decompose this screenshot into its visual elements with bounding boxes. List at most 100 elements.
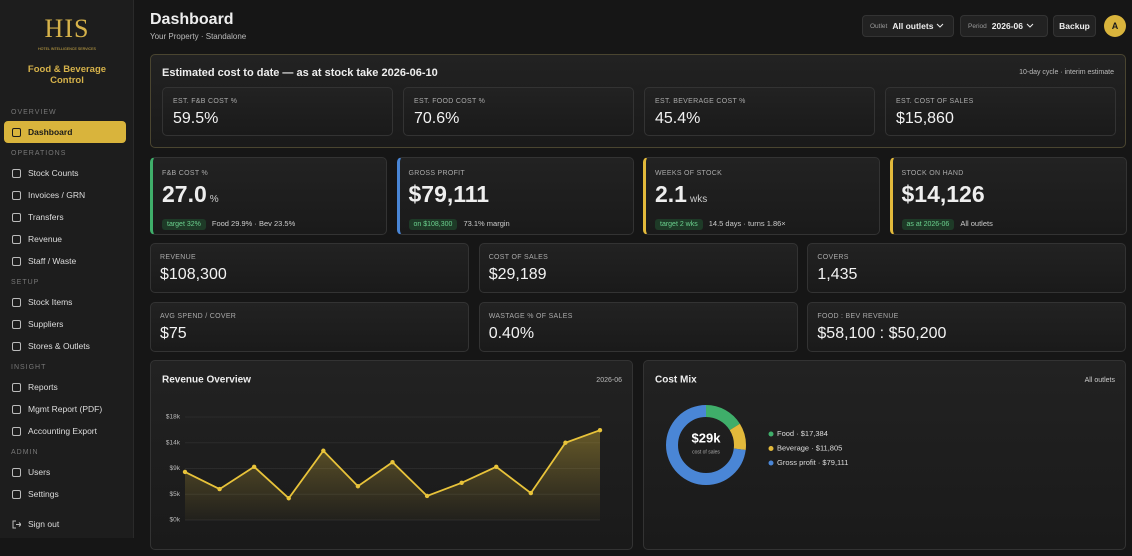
nav-section: INSIGHT [11, 364, 47, 371]
icon-shape [12, 426, 21, 436]
legend-label: Beverage · $11,805 [777, 443, 842, 452]
icon [12, 404, 21, 414]
icon [12, 520, 21, 528]
outlet-select[interactable]: Outlet All outlets [862, 15, 954, 37]
nav-section: OVERVIEW [11, 109, 57, 116]
nav-item[interactable]: Stock Counts [4, 162, 126, 184]
icon-shape [12, 319, 21, 329]
point [390, 460, 395, 465]
donut-segment [666, 405, 746, 485]
nav-item[interactable]: Stores & Outlets [4, 335, 126, 357]
logo-tagline: HOTEL INTELLIGENCE SERVICES [38, 47, 96, 51]
chart-title: Cost Mix [655, 375, 697, 386]
icon [12, 168, 21, 178]
sidebar: HIS HOTEL INTELLIGENCE SERVICES Food & B… [0, 0, 134, 538]
nav-item[interactable]: Transfers [4, 206, 126, 228]
metric-value: $108,300 [160, 266, 227, 283]
estimate-panel: Estimated cost to date — as at stock tak… [150, 54, 1126, 148]
point [528, 490, 534, 496]
metric-value: 0.40% [488, 325, 535, 342]
card-label: EST. FOOD COST % [414, 98, 486, 105]
nav-item[interactable]: Staff / Waste [4, 250, 126, 272]
y-tick-label: $5k [170, 491, 181, 498]
backup-button[interactable]: Backup [1053, 15, 1096, 37]
kpi-label: WEEKS OF STOCK [655, 170, 723, 177]
kpi-badge: as at 2026-06 [901, 219, 955, 230]
icon-shape [12, 467, 21, 477]
nav-item[interactable]: Revenue [4, 228, 126, 250]
kpi-label: STOCK ON HAND [901, 170, 964, 177]
donut-segment [666, 405, 746, 485]
nav-label: Stores & Outlets [28, 341, 90, 351]
nav: OVERVIEW Dashboard OPERATIONS Stock Counts I… [0, 102, 134, 505]
kpi-card: GROSS PROFIT $79,111 on $108,300 73.1% marg… [396, 157, 634, 235]
nav-label: Users [28, 467, 51, 477]
period-select[interactable]: Period 2026-06 [960, 15, 1048, 37]
nav-item[interactable]: Mgmt Report (PDF) [4, 398, 126, 420]
avatar[interactable]: A [1104, 15, 1126, 37]
donut-center-label: cost of sales [692, 449, 720, 455]
app-name: Food & Beverage Control [27, 64, 107, 86]
icon [12, 190, 21, 200]
icon [12, 467, 21, 477]
y-tick-label: $14k [166, 439, 181, 446]
kpi-value: 2.1 [655, 181, 687, 207]
nav-item[interactable]: Invoices / GRN [4, 184, 126, 206]
sign-out[interactable]: Sign out [4, 513, 59, 535]
outlet-value: All outlets [892, 21, 934, 31]
subtitle: Your Property · Standalone [150, 32, 247, 41]
icon [12, 341, 21, 351]
icon-shape [12, 168, 21, 178]
metric-card: COVERS 1,435 [807, 243, 1127, 293]
revenue-panel: Revenue Overview 2026-06 $0k $5k $9k $14k $1… [150, 360, 633, 550]
nav-item[interactable]: Accounting Export [4, 420, 126, 442]
icon [12, 256, 21, 266]
metric-value: $75 [160, 325, 187, 342]
legend-label: Food · $17,384 [777, 429, 828, 438]
point [355, 484, 361, 489]
metric-value: $29,189 [488, 266, 547, 283]
card-value: 45.4% [655, 110, 701, 127]
icon-shape [12, 297, 21, 307]
kpi-value-row: 27.0% [162, 181, 219, 208]
nav-item[interactable]: Stock Items [4, 291, 126, 313]
kpi-value-row: 2.1 wks [655, 181, 707, 208]
nav-item[interactable]: Users [4, 461, 126, 483]
metric-label: COST OF SALES [488, 254, 549, 261]
nav-section: OPERATIONS [11, 150, 67, 157]
nav-label: Staff / Waste [28, 256, 77, 266]
icon [12, 234, 21, 244]
icon [12, 319, 21, 329]
card-label: EST. COST OF SALES [896, 98, 974, 105]
nav-item[interactable]: Dashboard [4, 121, 126, 143]
cost-mix-panel: Cost Mix All outlets $29k cost of sales … [643, 360, 1126, 550]
point [494, 464, 499, 469]
nav-label: Suppliers [28, 319, 64, 329]
estimate-note: 10-day cycle · interim estimate [1019, 69, 1114, 76]
period-label: Period [968, 22, 987, 30]
area [185, 430, 600, 520]
icon [12, 212, 21, 222]
metric-card: REVENUE $108,300 [150, 243, 469, 293]
nav-item[interactable]: Settings [4, 483, 126, 505]
point [563, 440, 568, 445]
legend-dot [768, 431, 774, 437]
nav-item[interactable]: Suppliers [4, 313, 126, 335]
y-tick-label: $0k [170, 517, 181, 524]
chart-scope: All outlets [1085, 377, 1116, 384]
outlet-label: Outlet [870, 22, 888, 30]
nav-label: Settings [28, 489, 59, 499]
donut-center-value: $29k [692, 430, 722, 445]
nav-item[interactable]: Reports [4, 376, 126, 398]
y-tick-label: $18k [166, 414, 181, 421]
nav-label: Transfers [28, 212, 64, 222]
point [182, 469, 188, 475]
nav-section: ADMIN [11, 449, 39, 456]
point [597, 427, 603, 433]
metric-card: FOOD : BEV REVENUE $58,100 : $50,200 [807, 302, 1127, 352]
kpi-badge: target 2 wks [655, 219, 703, 230]
icon [12, 426, 21, 436]
icon-shape [12, 256, 21, 266]
metric-value: 1,435 [817, 266, 858, 283]
